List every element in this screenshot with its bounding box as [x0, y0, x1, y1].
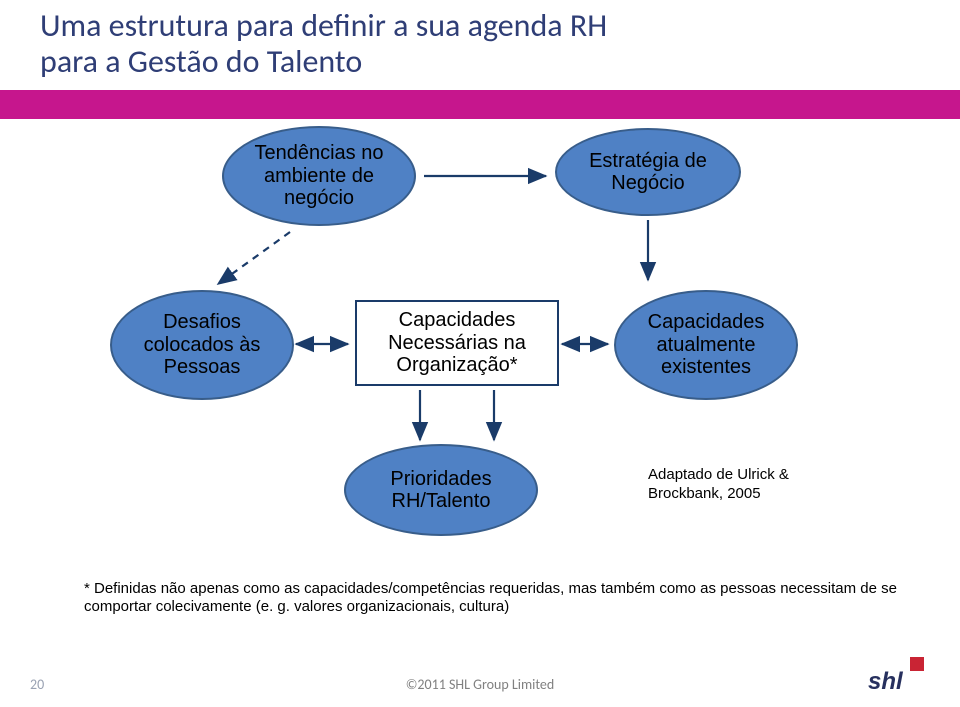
accent-band	[0, 90, 960, 119]
title-line-1: Uma estrutura para definir a sua agenda …	[40, 8, 607, 44]
footnote-content: * Definidas não apenas como as capacidad…	[84, 580, 897, 615]
node-prioridades-label: PrioridadesRH/Talento	[390, 468, 491, 513]
node-estrategia: Estratégia deNegócio	[555, 128, 741, 216]
slide-title: Uma estrutura para definir a sua agenda …	[40, 8, 607, 80]
svg-text:shl: shl	[868, 668, 904, 695]
logo-shl: shl	[866, 655, 930, 695]
node-capacidades-atuais-label: Capacidadesatualmenteexistentes	[648, 311, 765, 378]
node-tendencias-label: Tendências noambiente denegócio	[255, 142, 384, 209]
copyright-text: ©2011 SHL Group Limited	[0, 676, 960, 693]
node-prioridades: PrioridadesRH/Talento	[344, 444, 538, 536]
node-capacidades-atuais: Capacidadesatualmenteexistentes	[614, 290, 798, 400]
node-estrategia-label: Estratégia deNegócio	[589, 150, 707, 195]
node-tendencias: Tendências noambiente denegócio	[222, 126, 416, 226]
a-tend-to-desaf	[218, 232, 290, 284]
citation-text: Adaptado de Ulrick &Brockbank, 2005	[648, 466, 789, 504]
citation-content: Adaptado de Ulrick &Brockbank, 2005	[648, 466, 789, 502]
footnote-text: * Definidas não apenas como as capacidad…	[84, 580, 897, 616]
node-desafios: Desafioscolocados àsPessoas	[110, 290, 294, 400]
node-desafios-label: Desafioscolocados àsPessoas	[144, 311, 261, 378]
rect-capacidades-necessarias: CapacidadesNecessárias naOrganização*	[355, 300, 559, 386]
rect-capacidades-label: CapacidadesNecessárias naOrganização*	[388, 309, 526, 376]
title-line-2: para a Gestão do Talento	[40, 44, 607, 80]
